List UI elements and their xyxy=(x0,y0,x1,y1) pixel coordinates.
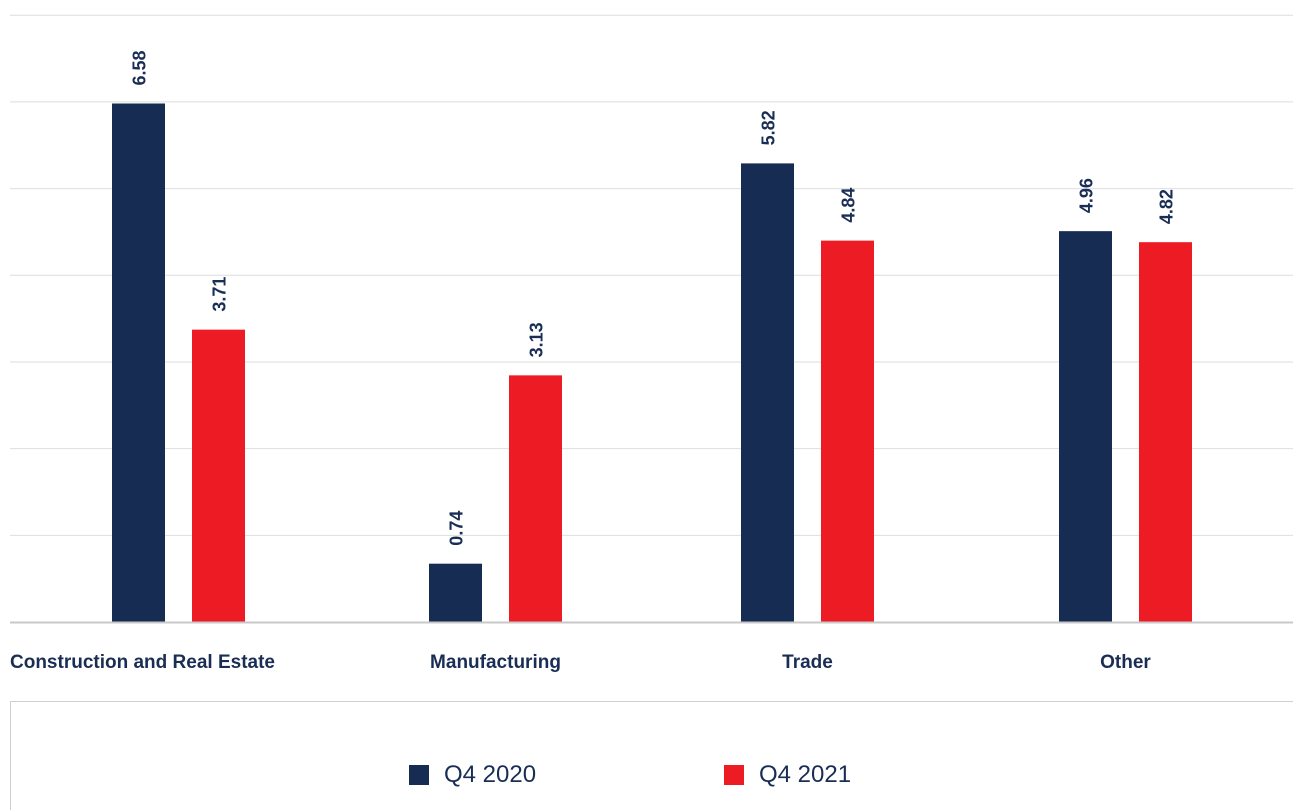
data-label-other-q4-2020: 4.96 xyxy=(1077,178,1097,213)
bars xyxy=(112,103,1192,623)
category-label-manufacturing: Manufacturing xyxy=(430,652,561,673)
data-label-other-q4-2021: 4.82 xyxy=(1157,189,1177,224)
data-labels: 6.58 3.71 0.74 3.13 5.82 4.84 4.96 4.82 xyxy=(130,50,1177,545)
category-label-other: Other xyxy=(1100,652,1151,673)
legend: Q4 2020 Q4 2021 xyxy=(10,701,1293,810)
data-label-manufacturing-q4-2020: 0.74 xyxy=(447,511,467,546)
bar-other-q4-2020 xyxy=(1059,231,1112,623)
data-label-trade-q4-2020: 5.82 xyxy=(759,110,779,145)
legend-item-q4-2021: Q4 2021 xyxy=(724,761,851,789)
bar-trade-q4-2020 xyxy=(741,163,794,622)
bar-trade-q4-2021 xyxy=(821,240,874,622)
data-label-construction-and-real-estate-q4-2020: 6.58 xyxy=(130,50,150,85)
bar-manufacturing-q4-2020 xyxy=(429,563,482,622)
bar-construction-and-real-estate-q4-2021 xyxy=(192,329,245,622)
category-labels: Construction and Real Estate Manufacturin… xyxy=(10,652,1151,673)
category-label-trade: Trade xyxy=(782,652,833,673)
data-label-manufacturing-q4-2021: 3.13 xyxy=(527,322,547,357)
legend-label-q4-2021: Q4 2021 xyxy=(759,761,852,788)
legend-swatch-q4-2020 xyxy=(409,765,429,785)
bar-manufacturing-q4-2021 xyxy=(509,375,562,622)
bar-construction-and-real-estate-q4-2020 xyxy=(112,103,165,623)
legend-swatch-q4-2021 xyxy=(724,765,744,785)
legend-item-q4-2020: Q4 2020 xyxy=(409,761,536,789)
legend-label-q4-2020: Q4 2020 xyxy=(444,761,537,788)
data-label-construction-and-real-estate-q4-2021: 3.71 xyxy=(210,277,230,312)
bar-other-q4-2021 xyxy=(1139,242,1192,622)
category-label-construction-and-real-estate: Construction and Real Estate xyxy=(10,652,275,673)
data-label-trade-q4-2021: 4.84 xyxy=(839,188,859,223)
bar-chart: 6.58 3.71 0.74 3.13 5.82 4.84 4.96 4.82 Constru… xyxy=(10,14,1293,673)
